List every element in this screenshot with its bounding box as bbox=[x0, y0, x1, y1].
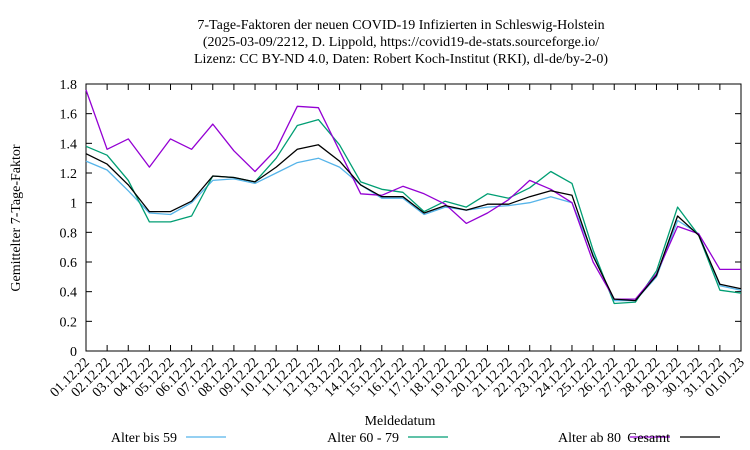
y-tick-label: 0.2 bbox=[60, 315, 78, 330]
legend-label: Alter ab 80 bbox=[558, 431, 621, 446]
title-line-3: Lizenz: CC BY-ND 4.0, Daten: Robert Koch… bbox=[194, 52, 608, 67]
legend-label: Alter 60 - 79 bbox=[327, 431, 399, 446]
plot-frame bbox=[85, 83, 742, 352]
title-line-1: 7-Tage-Faktoren der neuen COVID-19 Infiz… bbox=[197, 18, 604, 33]
y-tick-label: 0.4 bbox=[60, 286, 78, 301]
x-axis: 01.12.2202.12.2203.12.2204.12.2205.12.22… bbox=[48, 84, 748, 400]
series-line-alter-ab-80 bbox=[85, 89, 741, 300]
y-tick-label: 1.4 bbox=[60, 137, 78, 152]
legend-label: Gesamt bbox=[627, 431, 670, 446]
y-axis-label: Gemittelter 7-Tage-Faktor bbox=[9, 144, 24, 291]
legend-label: Alter bis 59 bbox=[111, 431, 177, 446]
y-tick-label: 1.6 bbox=[60, 108, 78, 123]
y-axis: 0 0.2 0.4 0.6 0.8 1 1.2 1.4 1.6 1.8 bbox=[60, 78, 741, 360]
y-tick-label: 0.8 bbox=[60, 226, 78, 241]
title-line-2: (2025-03-09/2212, D. Lippold, https://co… bbox=[203, 35, 599, 50]
y-tick-label: 0.6 bbox=[60, 256, 78, 271]
series-line-gesamt bbox=[85, 144, 742, 302]
series-line-alter-bis-59 bbox=[85, 157, 742, 302]
y-tick-label: 1.8 bbox=[60, 78, 78, 93]
x-axis-label: Meldedatum bbox=[365, 414, 436, 429]
series-lines bbox=[85, 89, 742, 305]
legend: Alter bis 59 Alter 60 - 79 Alter ab 80 Gesa… bbox=[111, 431, 720, 446]
y-tick-label: 1.2 bbox=[60, 167, 78, 182]
series-line-alter-60-79 bbox=[85, 118, 742, 305]
chart-title: 7-Tage-Faktoren der neuen COVID-19 Infiz… bbox=[194, 18, 608, 67]
y-tick-label: 1 bbox=[70, 197, 77, 212]
y-tick-label: 0 bbox=[70, 345, 77, 360]
